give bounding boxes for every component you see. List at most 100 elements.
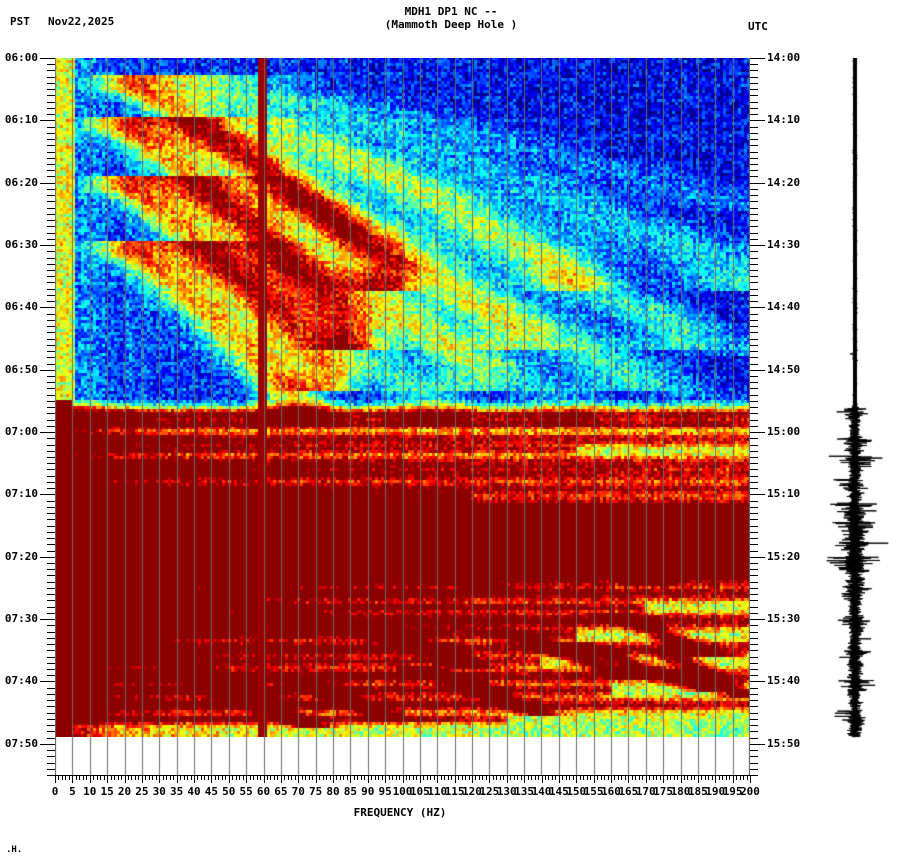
time-tick-minor-local <box>47 157 55 159</box>
frequency-tick-minor <box>357 776 359 780</box>
frequency-tick-minor <box>235 776 237 780</box>
time-tick-minor-local <box>47 269 55 271</box>
frequency-tick-major <box>402 776 404 783</box>
frequency-tick-minor <box>225 776 227 780</box>
frequency-tick-minor <box>461 776 463 780</box>
time-tick-minor-local <box>47 301 55 303</box>
frequency-tick-minor <box>569 776 571 780</box>
frequency-tick-label: 25 <box>135 785 149 798</box>
frequency-tick-minor <box>520 776 522 780</box>
frequency-tick-major <box>55 776 56 783</box>
time-tick-minor-local <box>47 631 55 633</box>
time-tick-minor-utc <box>750 762 758 764</box>
frequency-tick-minor <box>531 776 533 780</box>
time-tick-major-local <box>40 743 55 745</box>
frequency-tick-major <box>645 776 647 783</box>
time-tick-major-utc <box>750 245 765 247</box>
spectrogram-image[interactable] <box>55 58 750 737</box>
frequency-tick-minor <box>722 776 724 780</box>
time-tick-minor-local <box>47 213 55 215</box>
time-tick-major-local <box>40 58 55 59</box>
time-tick-minor-utc <box>750 662 758 664</box>
time-tick-minor-utc <box>750 101 758 103</box>
frequency-tick-minor <box>214 776 216 780</box>
frequency-tick-minor <box>683 776 685 780</box>
time-axis-local: 06:00 06:10 06:20 06:30 06:40 06:50 07:00 07:10… <box>0 51 55 776</box>
time-tick-minor-local <box>47 344 55 346</box>
time-tick-minor-utc <box>750 394 758 396</box>
frequency-tick-minor <box>433 776 435 780</box>
time-tick-minor-local <box>47 438 55 440</box>
frequency-tick-major <box>506 776 508 783</box>
time-tick-minor-utc <box>750 114 758 116</box>
frequency-tick-minor <box>294 776 296 780</box>
time-tick-label-utc: 14:50 <box>767 362 801 376</box>
frequency-tick-major <box>558 776 560 783</box>
station-code-title: MDH1 DP1 NC -- <box>404 5 498 18</box>
frequency-tick-label: 50 <box>222 785 236 798</box>
frequency-tick-minor <box>343 776 345 780</box>
time-tick-minor-utc <box>750 513 758 515</box>
time-tick-label-local: 07:00 <box>4 425 38 439</box>
time-tick-minor-utc <box>750 257 758 259</box>
time-tick-minor-local <box>47 475 55 477</box>
time-tick-minor-utc <box>750 693 758 695</box>
frequency-tick-minor <box>503 776 505 780</box>
time-tick-minor-utc <box>750 519 758 521</box>
time-tick-minor-utc <box>750 338 758 340</box>
frequency-tick-minor <box>319 776 321 780</box>
frequency-tick-minor <box>339 776 341 780</box>
time-tick-minor-utc <box>750 500 758 502</box>
time-tick-minor-local <box>47 388 55 390</box>
frequency-tick-minor <box>256 776 258 780</box>
frequency-tick-label: 70 <box>291 785 305 798</box>
frequency-tick-major <box>489 776 491 783</box>
frequency-tick-label: 65 <box>274 785 288 798</box>
time-tick-minor-utc <box>750 581 758 583</box>
time-tick-minor-local <box>47 195 55 197</box>
time-tick-minor-local <box>47 107 55 109</box>
time-tick-minor-utc <box>750 64 758 66</box>
time-tick-minor-local <box>47 207 55 209</box>
time-tick-minor-local <box>47 313 55 315</box>
time-tick-minor-local <box>47 76 55 78</box>
time-tick-label-local: 07:40 <box>4 674 38 688</box>
time-tick-minor-local <box>47 375 55 377</box>
time-tick-minor-local <box>47 319 55 321</box>
frequency-tick-minor <box>207 776 209 780</box>
time-tick-label-utc: 14:00 <box>767 51 801 64</box>
frequency-tick-minor <box>197 776 199 780</box>
frequency-tick-minor <box>649 776 651 780</box>
seismogram-trace[interactable] <box>812 58 902 758</box>
time-tick-minor-local <box>47 488 55 490</box>
frequency-tick-minor <box>145 776 147 780</box>
frequency-tick-label: 175 <box>653 785 674 798</box>
time-tick-minor-local <box>47 95 55 97</box>
time-tick-minor-local <box>47 357 55 359</box>
frequency-tick-minor <box>381 776 383 780</box>
time-tick-minor-utc <box>750 82 758 84</box>
frequency-tick-minor <box>291 776 293 780</box>
frequency-tick-minor <box>308 776 310 780</box>
frequency-tick-minor <box>440 776 442 780</box>
time-tick-minor-utc <box>750 768 758 770</box>
frequency-tick-major <box>454 776 456 783</box>
frequency-tick-minor <box>544 776 546 780</box>
frequency-tick-minor <box>572 776 574 780</box>
frequency-tick-minor <box>204 776 206 780</box>
time-tick-major-utc <box>750 120 765 122</box>
time-tick-minor-utc <box>750 89 758 91</box>
time-tick-minor-utc <box>750 569 758 571</box>
time-tick-minor-local <box>47 444 55 446</box>
time-tick-minor-utc <box>750 263 758 265</box>
frequency-tick-label: 45 <box>204 785 218 798</box>
time-tick-minor-local <box>47 625 55 627</box>
frequency-tick-minor <box>131 776 133 780</box>
frequency-tick-minor <box>326 776 328 780</box>
time-tick-minor-local <box>47 725 55 727</box>
time-tick-minor-local <box>47 220 55 222</box>
frequency-tick-minor <box>260 776 262 780</box>
frequency-tick-minor <box>346 776 348 780</box>
time-tick-minor-utc <box>750 188 758 190</box>
time-tick-minor-local <box>47 288 55 290</box>
